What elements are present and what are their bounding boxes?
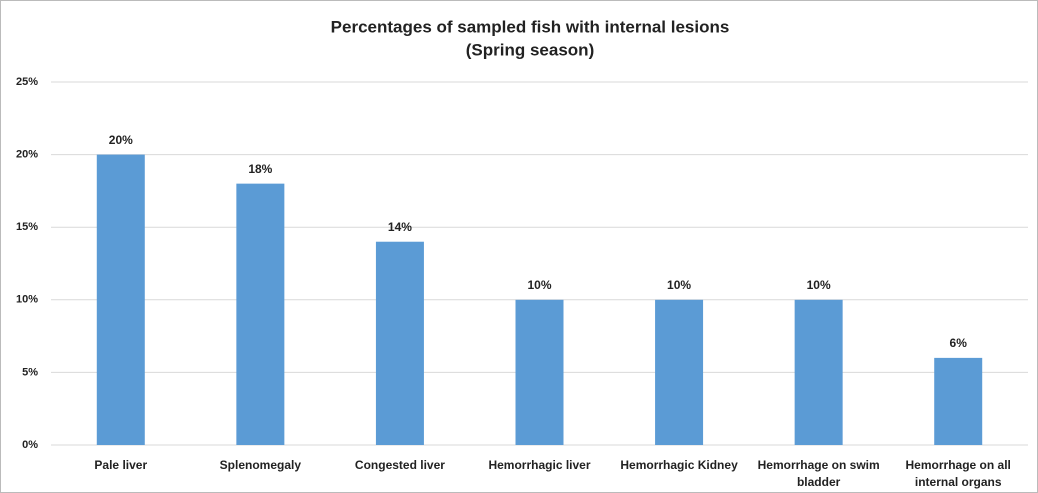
chart-subtitle: (Spring season) [466,40,594,59]
bar [655,299,704,445]
data-label: 10% [807,278,831,292]
bar [236,183,285,445]
data-label: 6% [950,336,968,350]
bar [934,357,983,445]
y-tick-label: 15% [16,221,38,233]
x-tick-label: Hemorrhage on swim bladder [757,458,880,489]
x-tick-label: Hemorrhagic liver [488,458,591,472]
bar [794,299,843,445]
y-tick-label: 20% [16,149,38,161]
y-tick-label: 25% [16,76,38,88]
data-label: 10% [667,278,691,292]
bar [515,299,564,445]
data-label: 18% [248,162,272,176]
chart-title: Percentages of sampled fish with interna… [331,17,730,36]
x-tick-label: Congested liver [354,458,445,472]
x-tick-label: Splenomegaly [219,458,302,472]
x-tick-label: Hemorrhage on all internal organs [905,458,1011,489]
bar [375,241,424,445]
bar [96,154,145,445]
x-tick-label: Hemorrhagic Kidney [620,458,738,472]
y-tick-label: 5% [22,366,38,378]
data-label: 14% [388,220,412,234]
x-tick-label: Pale liver [94,458,148,472]
y-tick-label: 0% [22,439,38,451]
data-label: 10% [527,278,551,292]
y-tick-label: 10% [16,294,38,306]
data-label: 20% [109,133,133,147]
